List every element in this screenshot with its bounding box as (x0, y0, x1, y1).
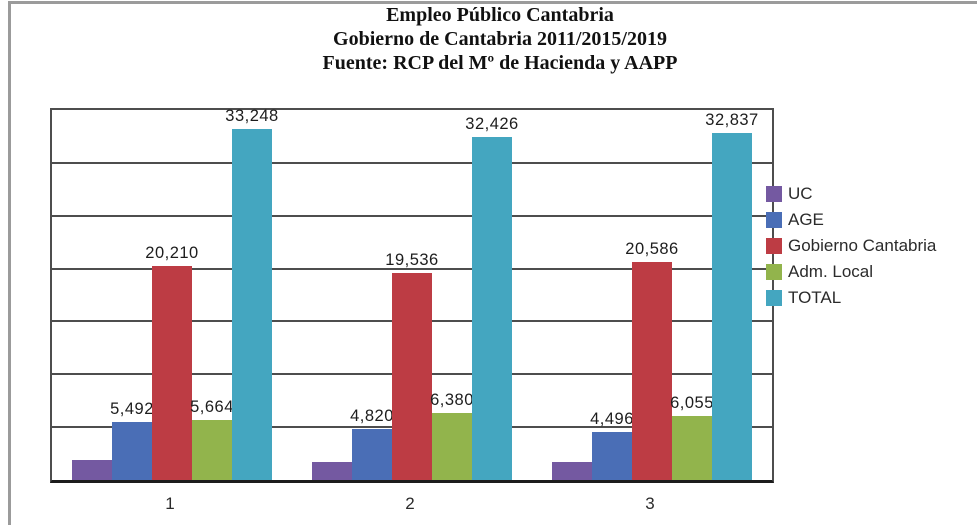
data-label-total-cat-3: 32,837 (705, 110, 759, 129)
bar-total-cat-1 (232, 128, 272, 480)
data-label-gobierno-cantabria-cat-2: 19,536 (385, 251, 439, 270)
legend-label: AGE (788, 210, 824, 229)
legend-label: Gobierno Cantabria (788, 236, 937, 255)
data-label-adm-local-cat-3: 6,055 (670, 394, 714, 412)
data-label-age-cat-2: 4,820 (350, 407, 394, 426)
data-label-adm-local-cat-2: 6,380 (430, 390, 474, 409)
legend-item-age: AGE (766, 210, 936, 229)
legend-item-gobierno-cantabria: Gobierno Cantabria (766, 236, 937, 255)
data-label-total-cat-2: 32,426 (465, 115, 519, 134)
legend-swatch-icon (766, 290, 782, 306)
data-label-gobierno-cantabria-cat-3: 20,586 (625, 240, 679, 259)
legend-label: TOTAL (788, 288, 842, 307)
gridline-20000 (52, 267, 772, 270)
data-label-age-cat-1: 5,492 (110, 399, 154, 418)
bar-gobierno-cantabria-cat-3 (632, 262, 672, 480)
bar-group-1: 5,492 20,210 5,664 33,248 (52, 106, 292, 480)
bar-total-cat-3 (712, 132, 752, 480)
bar-uc-cat-3 (552, 462, 592, 480)
legend-swatch-icon (766, 264, 782, 280)
plot-area: 5,492 20,210 5,664 33,248 4,820 19,536 6,380 32… (50, 106, 774, 483)
bar-uc-cat-2 (312, 462, 352, 480)
bar-adm-local-cat-2 (432, 412, 472, 480)
x-axis-label-1: 1 (165, 494, 175, 513)
data-label-gobierno-cantabria-cat-1: 20,210 (145, 244, 199, 263)
legend-swatch-icon (766, 186, 782, 202)
bar-adm-local-cat-3 (672, 416, 712, 480)
bar-age-cat-2 (352, 429, 392, 480)
legend-label: UC (788, 184, 813, 203)
gridline-25000 (52, 214, 772, 217)
bar-total-cat-2 (472, 137, 512, 480)
legend-swatch-icon (766, 238, 782, 254)
bar-group-2: 4,820 19,536 6,380 32,426 (292, 110, 532, 480)
bar-uc-cat-1 (72, 460, 112, 480)
legend-item-total: TOTAL (766, 288, 936, 307)
x-axis-label-3: 3 (645, 494, 655, 513)
chart-legend: UC AGE Gobierno Cantabria Adm. Local TOTAL (766, 184, 937, 316)
bar-adm-local-cat-1 (192, 420, 232, 480)
legend-item-adm-local: Adm. Local (766, 262, 936, 281)
legend-label: Adm. Local (788, 262, 874, 281)
bar-gobierno-cantabria-cat-1 (152, 266, 192, 480)
data-label-adm-local-cat-1: 5,664 (190, 398, 234, 417)
chart-title-line-2: Gobierno de Cantabria 2011/2015/2019 (333, 28, 667, 50)
bar-group-3: 4,496 20,586 6,055 32,837 (532, 110, 772, 480)
gridline-30000 (52, 161, 772, 164)
bar-gobierno-cantabria-cat-2 (392, 273, 432, 480)
data-label-total-cat-1: 33,248 (225, 106, 279, 125)
x-axis-label-2: 2 (405, 494, 415, 513)
chart-title: Empleo Público Cantabria Gobierno de Can… (30, 3, 970, 75)
legend-swatch-icon (766, 212, 782, 228)
chart-title-line-3: Fuente: RCP del Mº de Hacienda y AAPP (322, 52, 678, 74)
chart-title-line-1: Empleo Público Cantabria (386, 4, 614, 26)
bar-age-cat-3 (592, 432, 632, 480)
bar-age-cat-1 (112, 421, 152, 480)
data-label-age-cat-3: 4,496 (590, 410, 634, 429)
legend-item-uc: UC (766, 184, 936, 203)
